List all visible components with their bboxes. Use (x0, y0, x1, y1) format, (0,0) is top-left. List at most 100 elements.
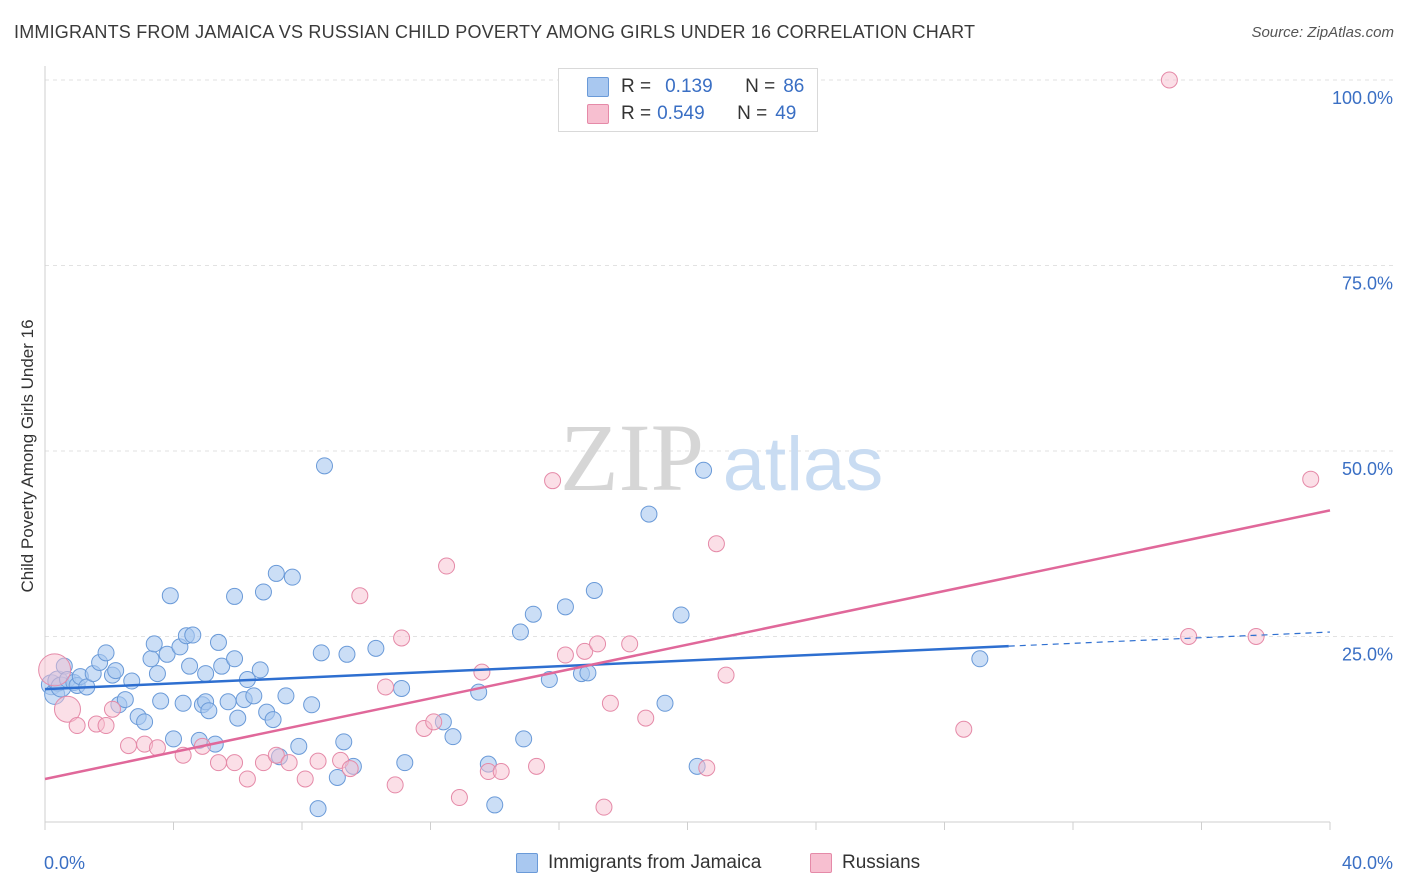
point-russians (1180, 628, 1198, 645)
point-russians (341, 760, 359, 778)
bottom-legend-swatch-blue (516, 853, 538, 873)
point-jamaica (184, 626, 202, 644)
point-russians (393, 629, 411, 647)
point-jamaica (152, 692, 170, 710)
y-tick-label: 50.0% (1342, 459, 1393, 479)
point-jamaica (328, 768, 346, 786)
point-jamaica (254, 583, 272, 601)
point-jamaica (213, 657, 231, 675)
point-jamaica (174, 694, 192, 712)
point-jamaica (116, 691, 134, 709)
point-russians (528, 757, 546, 775)
point-russians (473, 663, 491, 681)
point-jamaica (107, 662, 125, 680)
correlation-legend: R = 0.139 N = 86 R = 0.549 N = 49 (558, 68, 818, 132)
bottom-legend-jamaica: Immigrants from Jamaica (516, 852, 761, 874)
point-jamaica (511, 623, 529, 641)
point-jamaica (556, 598, 574, 616)
point-jamaica (303, 696, 321, 714)
trend-line-jamaica (44, 644, 1009, 691)
bottom-legend-label-russians: Russians (842, 852, 921, 873)
watermark-zip: ZIP (560, 404, 704, 511)
point-russians (438, 557, 456, 575)
legend-n-label: N = (737, 103, 768, 124)
point-jamaica (486, 796, 504, 814)
point-jamaica (219, 693, 237, 711)
point-jamaica (971, 650, 989, 668)
point-russians (595, 798, 613, 816)
y-tick-label: 100.0% (1332, 88, 1393, 108)
point-jamaica (148, 665, 166, 683)
point-jamaica (142, 650, 160, 668)
point-russians (450, 789, 468, 807)
point-jamaica (200, 702, 218, 720)
point-jamaica (585, 581, 603, 599)
point-russians (377, 678, 395, 696)
point-jamaica (97, 644, 115, 662)
point-russians (637, 709, 655, 727)
point-russians (351, 587, 369, 605)
point-russians (296, 770, 314, 788)
point-jamaica (136, 713, 154, 731)
point-jamaica (245, 687, 263, 705)
point-jamaica (277, 687, 295, 705)
gridlines (45, 79, 1394, 637)
point-russians (38, 653, 72, 687)
legend-n-value: 49 (775, 103, 797, 124)
y-axis-label: Child Poverty Among Girls Under 16 (18, 319, 37, 592)
point-jamaica (229, 709, 247, 727)
point-russians (386, 776, 404, 794)
point-russians (103, 700, 121, 718)
point-jamaica (267, 564, 285, 582)
x-tick-label: 0.0% (44, 853, 85, 873)
point-jamaica (209, 633, 227, 651)
point-russians (544, 472, 562, 490)
point-jamaica (393, 679, 411, 697)
point-jamaica (367, 639, 385, 657)
point-jamaica (444, 728, 462, 746)
source-label: Source: ZipAtlas.com (1251, 24, 1394, 41)
point-jamaica (251, 661, 269, 679)
series-russians (38, 71, 1320, 816)
point-russians (955, 720, 973, 738)
point-russians (707, 535, 725, 553)
point-russians (1160, 71, 1178, 89)
legend-row-jamaica: R = 0.139 N = 86 (587, 75, 804, 99)
trend-line-jamaica-extension (1008, 631, 1331, 647)
point-russians (576, 642, 594, 660)
bottom-legend-label-jamaica: Immigrants from Jamaica (548, 852, 762, 873)
bottom-legend-russians: Russians (810, 852, 920, 874)
point-russians (601, 694, 619, 712)
y-tick-label: 25.0% (1342, 645, 1393, 665)
point-russians (425, 713, 443, 731)
point-russians (280, 754, 298, 772)
point-jamaica (158, 645, 176, 663)
point-jamaica (640, 505, 658, 523)
point-russians (120, 737, 138, 755)
point-jamaica (309, 800, 327, 818)
legend-n-label: N = (745, 76, 776, 97)
point-jamaica (515, 730, 533, 748)
point-jamaica (165, 730, 182, 748)
point-russians (309, 752, 327, 770)
point-jamaica (290, 737, 308, 755)
point-jamaica (197, 665, 215, 683)
point-russians (1247, 628, 1265, 645)
point-jamaica (181, 657, 199, 675)
point-russians (621, 635, 639, 653)
point-jamaica (524, 605, 542, 623)
point-jamaica (315, 457, 333, 475)
y-tick-label: 75.0% (1342, 274, 1393, 294)
trend-line-russians (44, 509, 1331, 781)
trend-lines (44, 509, 1331, 781)
point-jamaica (312, 644, 330, 662)
legend-r-value: 0.549 (657, 103, 705, 124)
watermark-atlas: atlas (723, 422, 884, 507)
point-jamaica (226, 650, 244, 668)
point-jamaica (226, 587, 244, 605)
legend-r-value: 0.139 (665, 76, 713, 97)
point-russians (226, 754, 244, 772)
x-tick-label: 40.0% (1342, 853, 1393, 873)
point-jamaica (335, 733, 353, 751)
